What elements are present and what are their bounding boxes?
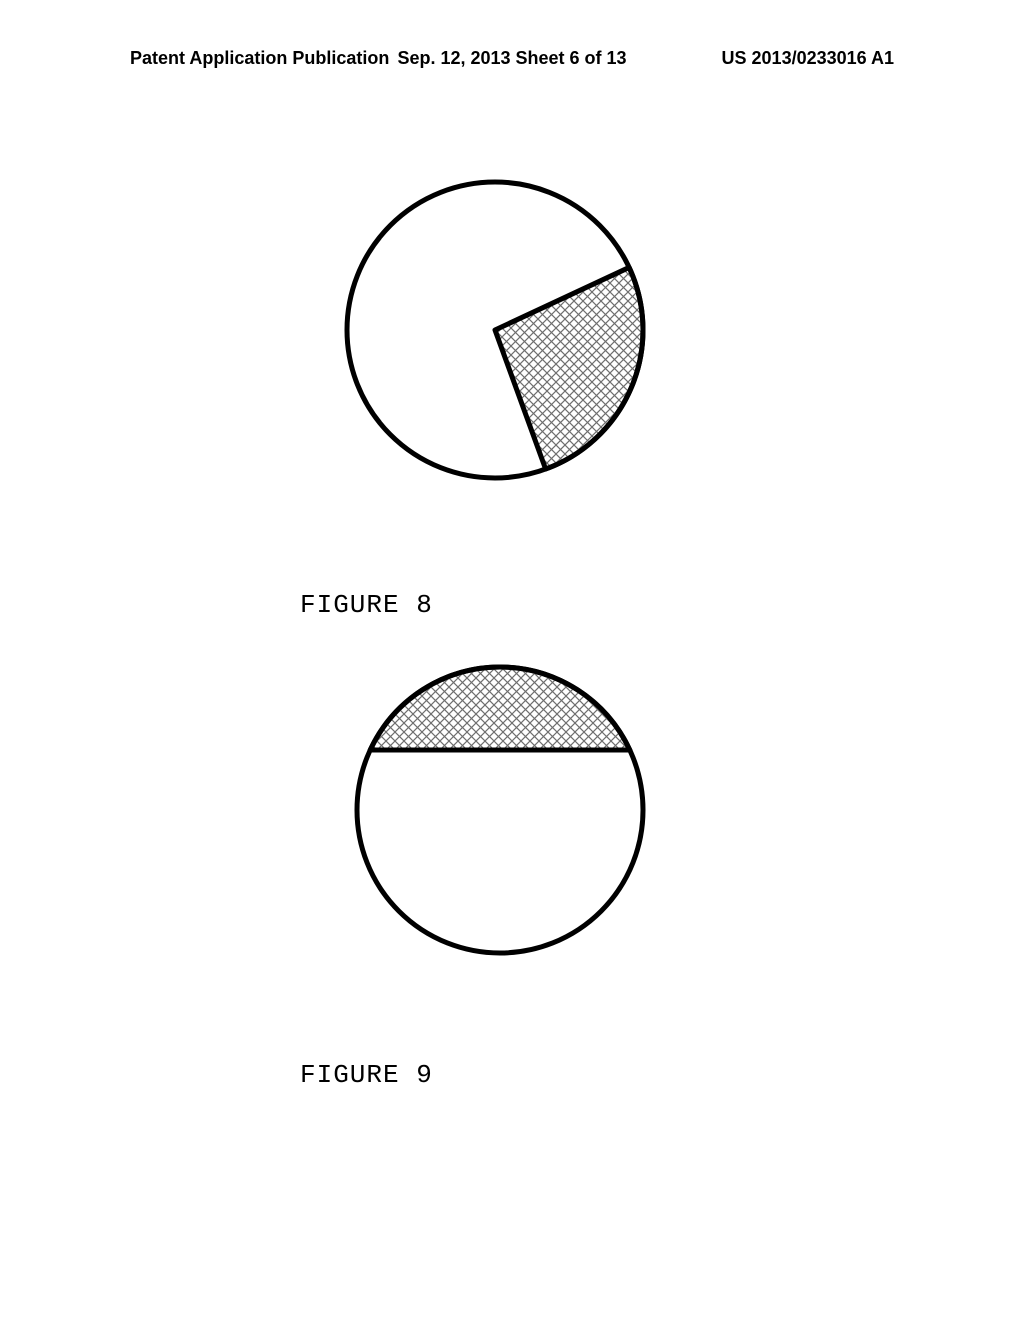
header-center: Sep. 12, 2013 Sheet 6 of 13 bbox=[397, 48, 626, 69]
page: Patent Application Publication Sep. 12, … bbox=[0, 0, 1024, 1320]
figure-9-label: FIGURE 9 bbox=[300, 1060, 433, 1090]
figure-8-label: FIGURE 8 bbox=[300, 590, 433, 620]
page-header: Patent Application Publication Sep. 12, … bbox=[0, 48, 1024, 69]
header-right: US 2013/0233016 A1 bbox=[722, 48, 894, 69]
header-left: Patent Application Publication bbox=[130, 48, 389, 69]
figure-9-diagram bbox=[350, 660, 650, 960]
figure-8-diagram bbox=[340, 175, 650, 485]
